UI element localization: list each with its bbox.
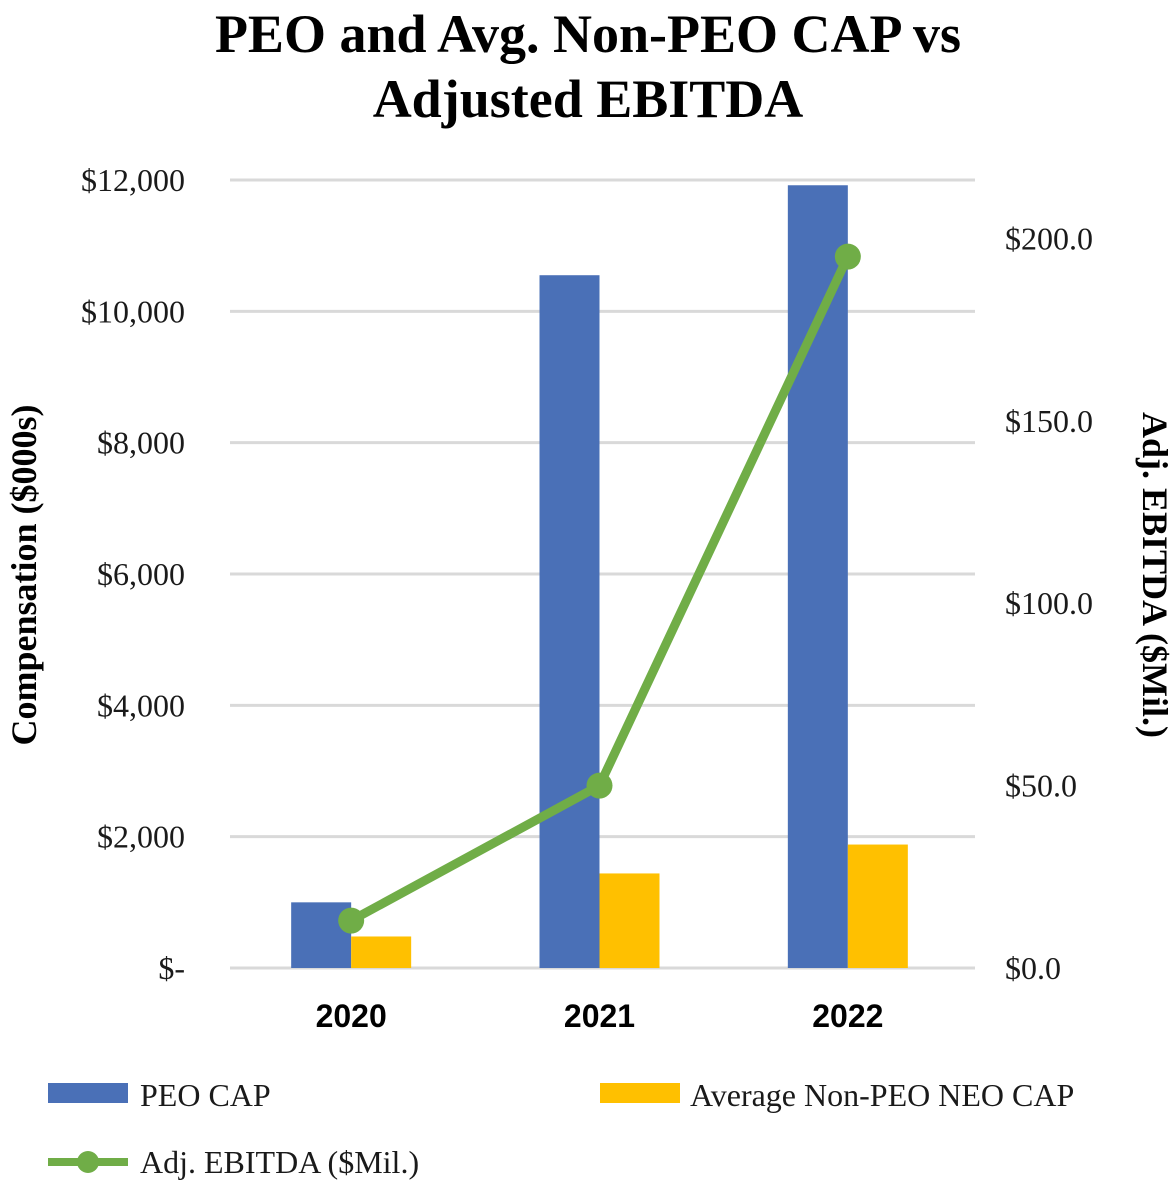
- bar-non-peo-cap-2022: [847, 844, 908, 968]
- category-label-2021: 2021: [564, 998, 635, 1034]
- ebitda-line: [338, 243, 861, 934]
- legend-swatch-non-peo-cap: [600, 1083, 680, 1103]
- left-tick-label: $12,000: [81, 162, 185, 198]
- left-tick-label: $10,000: [81, 293, 185, 329]
- bar-non-peo-cap-2021: [599, 873, 660, 968]
- right-tick-label: $0.0: [1005, 950, 1061, 986]
- left-tick-label: $-: [158, 950, 185, 986]
- left-tick-label: $6,000: [97, 556, 185, 592]
- right-tick-label: $200.0: [1005, 220, 1093, 256]
- legend-label-peo-cap: PEO CAP: [140, 1077, 271, 1113]
- category-label-2022: 2022: [812, 998, 883, 1034]
- legend-label-non-peo-cap: Average Non-PEO NEO CAP: [690, 1077, 1074, 1113]
- legend-swatch-ebitda-marker: [77, 1151, 99, 1173]
- bar-non-peo-cap-2020: [351, 936, 412, 968]
- bar-peo-cap-2021: [539, 275, 600, 968]
- ebitda-point-2021: [586, 772, 613, 799]
- bars: [291, 185, 908, 969]
- chart-title-line-1: PEO and Avg. Non-PEO CAP vs: [215, 4, 961, 64]
- gridlines: [230, 178, 975, 970]
- legend-label-ebitda: Adj. EBITDA ($Mil.): [140, 1144, 419, 1180]
- chart-title-line-2: Adjusted EBITDA: [373, 69, 804, 129]
- right-axis-title: Adj. EBITDA ($Mil.): [1135, 412, 1175, 738]
- legend-swatch-peo-cap: [48, 1083, 128, 1103]
- left-tick-label: $4,000: [97, 687, 185, 723]
- left-axis-ticks: $- $2,000 $4,000 $6,000 $8,000 $10,000 $12,000: [81, 162, 185, 986]
- bar-peo-cap-2022: [787, 185, 848, 969]
- right-tick-label: $150.0: [1005, 403, 1093, 439]
- category-label-2020: 2020: [316, 998, 387, 1034]
- right-tick-label: $50.0: [1005, 768, 1077, 804]
- left-axis-title: Compensation ($000s): [4, 404, 44, 745]
- category-labels: 2020 2021 2022: [316, 998, 884, 1034]
- right-axis-ticks: $0.0 $50.0 $100.0 $150.0 $200.0: [1005, 220, 1093, 986]
- ebitda-point-2020: [338, 907, 365, 934]
- ebitda-point-2022: [834, 243, 861, 270]
- chart-title: PEO and Avg. Non-PEO CAP vs Adjusted EBI…: [215, 4, 961, 129]
- right-tick-label: $100.0: [1005, 585, 1093, 621]
- legend: PEO CAP Average Non-PEO NEO CAP Adj. EBI…: [48, 1077, 1074, 1180]
- left-tick-label: $8,000: [97, 425, 185, 461]
- left-tick-label: $2,000: [97, 819, 185, 855]
